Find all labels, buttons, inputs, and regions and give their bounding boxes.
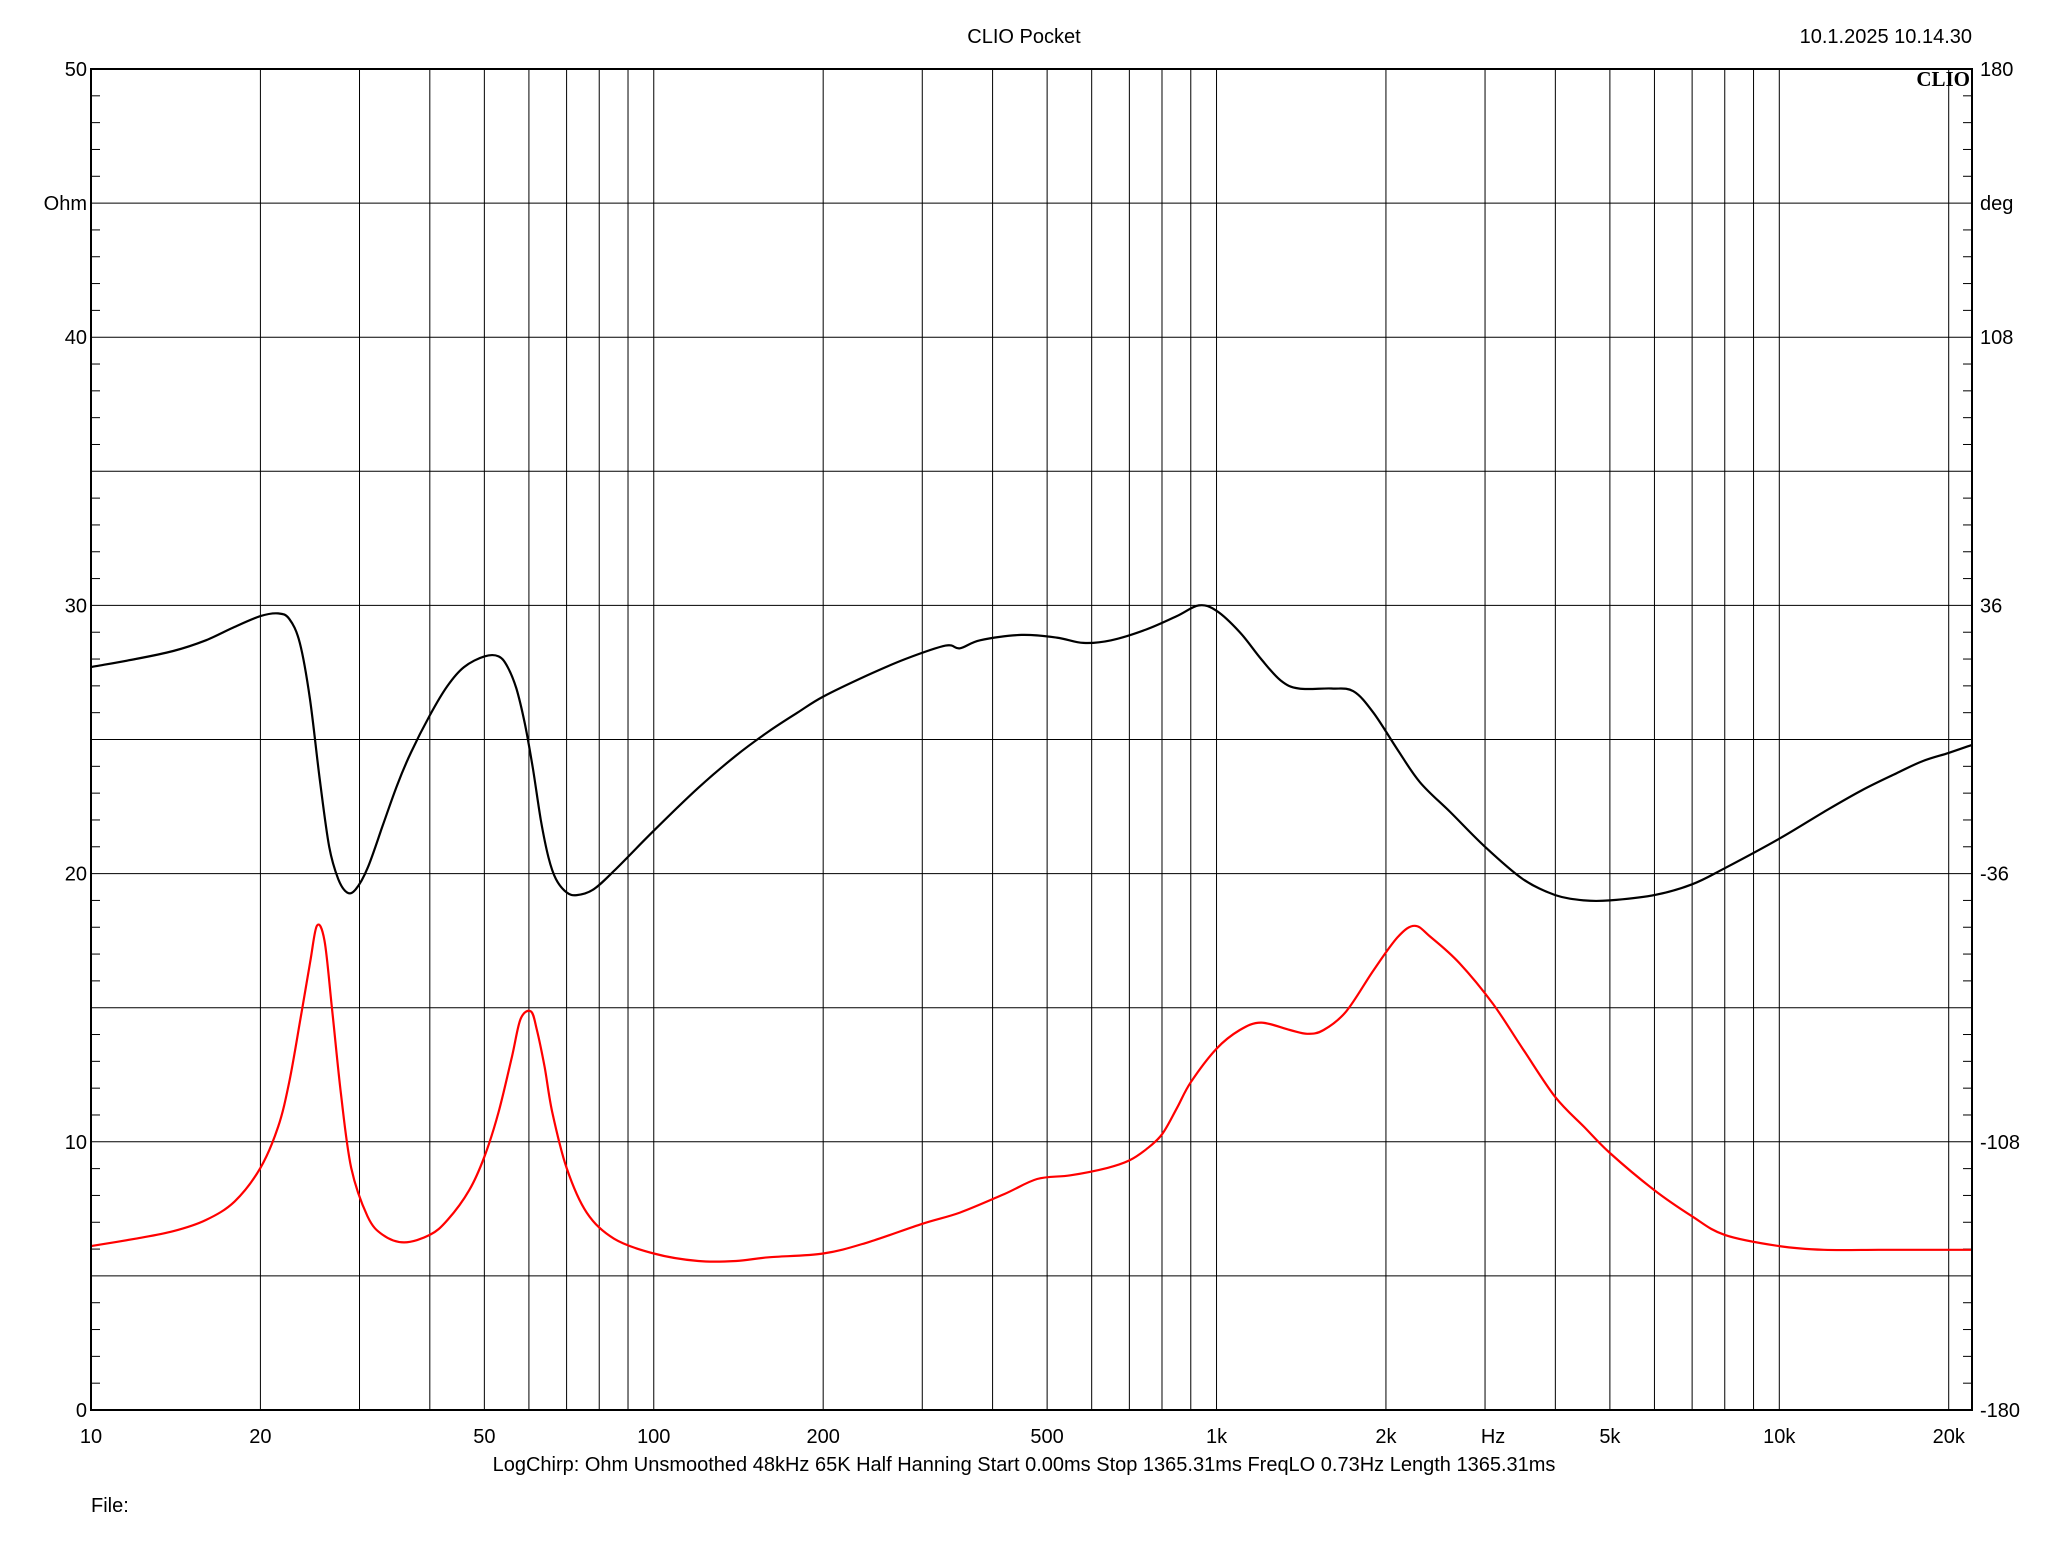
y-left-unit-label: Ohm	[44, 193, 87, 215]
y-right-tick-label: 180	[1980, 59, 2013, 81]
x-tick-label: 50	[473, 1426, 495, 1448]
grid	[91, 69, 1972, 1410]
y-right-tick-label: -36	[1980, 864, 2009, 886]
y-right-tick-label: 108	[1980, 327, 2013, 349]
phase-curve	[90, 923, 1972, 1263]
y-right-tick-label: 36	[1980, 595, 2002, 617]
chart-title: CLIO Pocket	[967, 26, 1081, 48]
y-left-tick-label: 40	[65, 327, 87, 349]
y-left-tick-label: 10	[65, 1132, 87, 1154]
x-tick-label: 1k	[1206, 1426, 1228, 1448]
file-label: File:	[91, 1495, 129, 1517]
x-tick-label: 10k	[1763, 1426, 1796, 1448]
x-tick-label: 20	[249, 1426, 271, 1448]
y-left-tick-label: 0	[76, 1400, 87, 1422]
y-right-unit-label: deg	[1980, 193, 2013, 215]
series-layer	[90, 604, 1973, 1263]
y-right-tick-label: -108	[1980, 1132, 2020, 1154]
timestamp: 10.1.2025 10.14.30	[1800, 26, 1972, 48]
plot-frame	[90, 68, 1973, 1411]
tick-labels: 10 20 50 100 200 500 1k 2k 5k 10k 20k Hz 0 10 20 30 40 50…	[44, 59, 2020, 1448]
x-tick-label: 10	[80, 1426, 102, 1448]
clio-logo: CLIO	[1916, 67, 1970, 91]
measurement-settings: LogChirp: Ohm Unsmoothed 48kHz 65K Half …	[493, 1454, 1556, 1476]
x-tick-label: 100	[637, 1426, 670, 1448]
y-left-tick-label: 20	[65, 864, 87, 886]
impedance-curve	[90, 604, 1973, 903]
y-left-tick-label: 50	[65, 59, 87, 81]
x-tick-label: 20k	[1933, 1426, 1966, 1448]
y-left-tick-label: 30	[65, 595, 87, 617]
x-tick-label: 5k	[1599, 1426, 1621, 1448]
x-unit-label: Hz	[1481, 1426, 1505, 1448]
x-tick-label: 2k	[1375, 1426, 1397, 1448]
y-right-tick-label: -180	[1980, 1400, 2020, 1422]
x-tick-label: 500	[1030, 1426, 1063, 1448]
x-tick-label: 200	[806, 1426, 839, 1448]
